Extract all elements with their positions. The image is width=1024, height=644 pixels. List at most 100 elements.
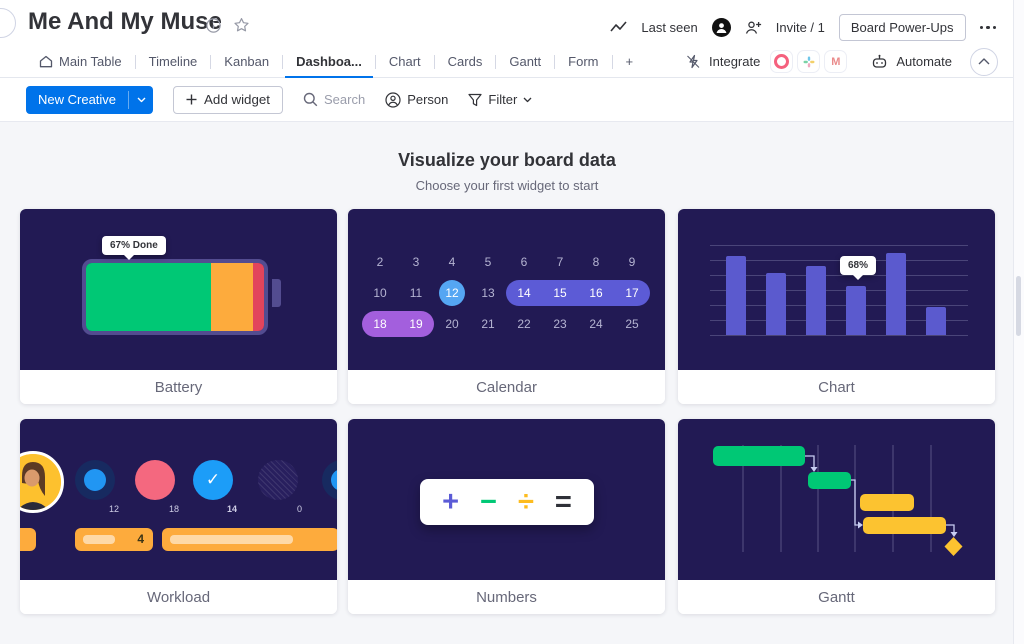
tab-gantt[interactable]: Gantt [496,46,554,77]
calendar-day: 10 [373,286,387,300]
battery-terminal [272,279,281,307]
widget-card-workload[interactable]: 12 18 ✓ 14 0 4 Workload [20,419,337,614]
tab-separator [433,54,435,69]
tab-kanban[interactable]: Kanban [211,46,282,77]
info-icon[interactable] [206,17,221,33]
sidebar-expand-button[interactable] [0,8,16,38]
new-creative-label: New Creative [38,92,117,107]
workload-bar [162,528,337,551]
tab-label: Main Table [59,54,122,69]
search-label: Search [323,92,366,107]
tab-form[interactable]: Form [555,46,611,77]
invite-person-icon[interactable] [745,20,762,35]
tab-label: Dashboa... [296,54,362,69]
chart-bar [766,272,786,335]
tab-chart[interactable]: Chart [376,46,434,77]
chart-bar [926,307,946,335]
tab-add-view[interactable]: + [613,46,647,77]
invite-label[interactable]: Invite / 1 [775,20,825,35]
widget-card-gantt[interactable]: Gantt [678,419,995,614]
widget-card-chart[interactable]: 68% Chart [678,209,995,404]
filter-button[interactable]: Filter [468,92,532,107]
person-filter-button[interactable]: Person [385,91,449,108]
calendar-day: 16 [578,280,614,306]
integration-app-icon-1[interactable] [770,50,794,73]
avatar[interactable] [711,18,731,37]
tab-cards[interactable]: Cards [435,46,496,77]
tab-main-table[interactable]: Main Table [26,46,135,77]
calendar-day: 19 [398,311,434,337]
automate-robot-icon [871,54,888,69]
gantt-preview [678,419,995,580]
workload-bar [20,528,36,551]
view-tabs: Main Table Timeline Kanban Dashboa... Ch… [0,46,1014,78]
filter-funnel-icon [468,93,482,107]
workload-count: 14 [226,504,237,514]
tab-label: Cards [447,54,483,69]
widget-name: Workload [20,580,337,614]
tab-label: Kanban [224,54,270,69]
workload-circle-ring: 12 [75,460,119,514]
calendar-day: 6 [520,255,528,269]
new-creative-button[interactable]: New Creative [26,85,154,114]
tab-label: Form [568,54,599,69]
board-power-ups-button[interactable]: Board Power-Ups [838,14,966,41]
favorite-star-icon[interactable] [233,17,250,33]
search-icon [303,92,318,107]
math-symbol: ÷ [518,485,534,518]
widget-card-battery[interactable]: 67% Done Battery [20,209,337,404]
chevron-down-icon[interactable] [523,97,532,103]
numbers-preview: + − ÷ = [348,419,665,580]
automate-label[interactable]: Automate [896,54,952,69]
chart-bar [846,285,866,335]
calendar-day: 22 [517,317,531,331]
search-button[interactable]: Search [303,92,365,107]
collapse-header-button[interactable] [970,47,998,76]
chart-bar [806,265,826,335]
calendar-day: 17 [614,280,650,306]
tab-separator [134,54,136,69]
board-title[interactable]: Me And My Muse [28,8,222,35]
scrollbar[interactable] [1013,0,1024,644]
math-symbol: − [480,485,497,518]
tab-timeline[interactable]: Timeline [136,46,211,77]
workload-bar: 4 [75,528,153,551]
person-label: Person [407,92,449,107]
workload-count: 0 [296,504,302,514]
calendar-day: 25 [625,317,639,331]
integration-app-icon-3[interactable]: M [824,50,848,73]
calendar-day: 14 [506,280,542,306]
widget-name: Battery [20,370,337,404]
calendar-day: 13 [481,286,495,300]
integrate-icon [686,54,701,69]
workload-preview: 12 18 ✓ 14 0 4 [20,419,337,580]
tab-label: Chart [388,54,421,69]
scrollbar-thumb[interactable] [1016,276,1021,336]
integration-app-icon-2[interactable] [797,50,821,73]
add-widget-button[interactable]: Add widget [173,85,283,114]
activity-icon[interactable] [610,21,627,34]
calendar-day: 5 [484,255,492,269]
calendar-day: 15 [542,280,578,306]
widget-name: Calendar [348,370,665,404]
chart-bar [726,255,746,335]
widget-card-numbers[interactable]: + − ÷ = Numbers [348,419,665,614]
calendar-day: 11 [409,286,423,300]
widget-name: Chart [678,370,995,404]
page-title: Visualize your board data [398,150,616,170]
dashboard-empty-state: Visualize your board data Choose your fi… [0,122,1014,644]
calendar-day: 12 [434,280,470,306]
workload-count: 18 [168,504,179,514]
more-options-icon[interactable] [979,25,996,30]
calendar-day: 4 [448,255,456,269]
tab-separator [611,54,613,69]
chevron-down-icon[interactable] [129,86,153,114]
integrate-label[interactable]: Integrate [709,54,761,69]
person-icon [385,91,401,108]
tab-dashboard[interactable]: Dashboa... [283,46,375,78]
calendar-day: 18 [362,311,398,337]
chart-bar [886,253,906,335]
calendar-day: 9 [628,255,636,269]
